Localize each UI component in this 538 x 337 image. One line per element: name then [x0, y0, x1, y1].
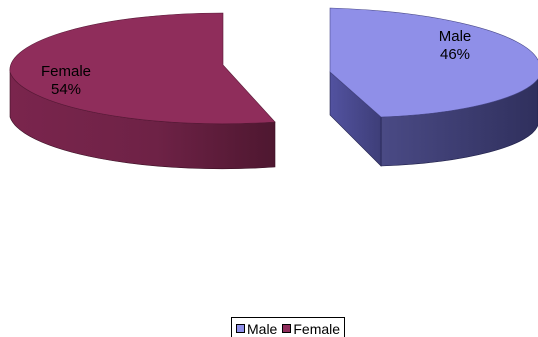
pie-slice-female-top — [9, 12, 276, 125]
pie-label-male-value: 46% — [440, 46, 470, 63]
legend-swatch-female — [282, 324, 292, 333]
pie-slice-male: Male 46% — [329, 7, 538, 167]
pie-label-female-name: Female — [41, 63, 91, 80]
legend-label-male: Male — [247, 320, 278, 337]
legend-swatch-male — [236, 324, 245, 333]
legend-entry-female: Female — [282, 321, 340, 337]
pie-label-female-value: 54% — [51, 81, 81, 98]
legend-label-female: Female — [293, 320, 341, 337]
chart-legend: Male Female — [231, 317, 346, 337]
legend-entry-male: Male — [236, 321, 277, 337]
pie-slice-male-top — [329, 7, 538, 118]
pie-label-male-name: Male — [439, 28, 472, 45]
pie-slice-female: Female 54% — [9, 12, 276, 170]
